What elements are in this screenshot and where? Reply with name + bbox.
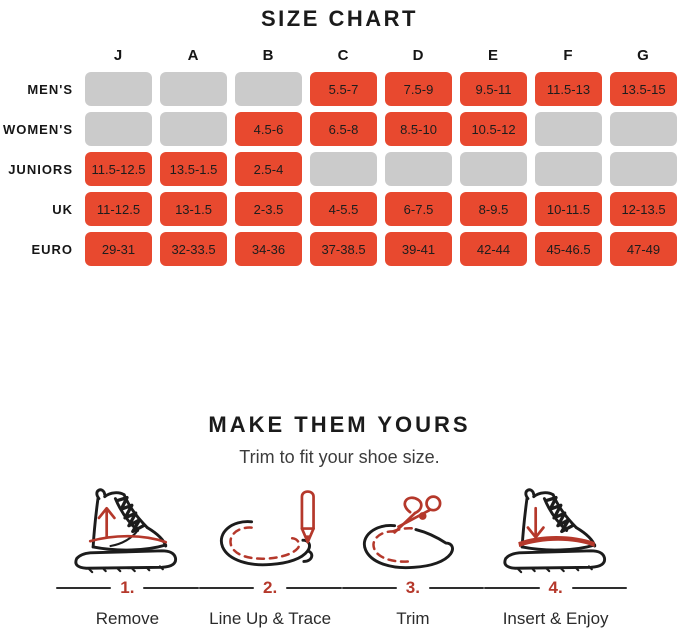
rule-line (484, 587, 540, 589)
rule-line (571, 587, 627, 589)
size-cell: 13.5-15 (610, 72, 677, 106)
instructions-subtitle: Trim to fit your shoe size. (239, 447, 440, 467)
size-chart-table: J A B C D E F G MEN'S 5.5-7 7.5-9 9.5-11 11.5-13 13.5… (0, 42, 679, 266)
rule-line (143, 587, 199, 589)
size-cell: 2.5-4 (235, 152, 302, 186)
size-cell: 10.5-12 (460, 112, 527, 146)
size-cell: 47-49 (610, 232, 677, 266)
size-cell: 4.5-6 (235, 112, 302, 146)
step-number: 2. (263, 578, 278, 597)
insole-scissors-icon (342, 486, 485, 576)
step-remove: 1. Remove (56, 486, 199, 629)
size-cell (85, 112, 152, 146)
size-cell: 11-12.5 (85, 192, 152, 226)
row-label: WOMEN'S (2, 121, 73, 137)
step-number: 3. (405, 578, 420, 597)
size-cell: 4-5.5 (310, 192, 377, 226)
steps-row: 1. Remove (0, 486, 679, 629)
column-header: A (187, 47, 200, 64)
size-cell (310, 152, 377, 186)
size-cell: 6-7.5 (385, 192, 452, 226)
size-cell: 37-38.5 (310, 232, 377, 266)
size-cell: 32-33.5 (160, 232, 227, 266)
step-trim: 3. Trim (341, 486, 485, 629)
size-chart-title: SIZE CHART (261, 6, 418, 31)
size-cell: 42-44 (460, 232, 527, 266)
step-rule: 2. (198, 578, 342, 598)
size-cell (385, 152, 452, 186)
size-cell: 8-9.5 (460, 192, 527, 226)
table-corner (1, 42, 77, 66)
size-cell (85, 72, 152, 106)
step-number: 1. (120, 578, 135, 597)
column-header: F (563, 47, 574, 64)
size-cell (610, 152, 677, 186)
row-label: EURO (31, 241, 73, 257)
size-cell: 11.5-12.5 (85, 152, 152, 186)
rule-line (286, 587, 342, 589)
size-cell (535, 112, 602, 146)
insole-pencil-icon (199, 486, 342, 576)
step-label: Trim (396, 609, 430, 628)
rule-line (341, 587, 397, 589)
size-cell: 7.5-9 (385, 72, 452, 106)
size-cell (460, 152, 527, 186)
size-cell: 39-41 (385, 232, 452, 266)
rule-line (56, 587, 112, 589)
step-rule: 3. (341, 578, 485, 598)
instructions-title: MAKE THEM YOURS (208, 412, 471, 437)
column-header: E (487, 47, 499, 64)
boot-arrow-down-icon (484, 486, 627, 576)
size-cell (235, 72, 302, 106)
step-label: Insert & Enjoy (502, 609, 609, 628)
step-line-up-trace: 2. Line Up & Trace (198, 486, 342, 629)
size-cell: 12-13.5 (610, 192, 677, 226)
step-insert-enjoy: 4. Insert & Enjoy (484, 486, 627, 629)
step-rule: 4. (484, 578, 627, 598)
rule-line (198, 587, 255, 589)
size-cell: 29-31 (85, 232, 152, 266)
size-cell: 34-36 (235, 232, 302, 266)
size-cell: 2-3.5 (235, 192, 302, 226)
size-cell: 10-11.5 (535, 192, 602, 226)
size-cell: 13.5-1.5 (160, 152, 227, 186)
size-cell: 45-46.5 (535, 232, 602, 266)
row-label: UK (52, 201, 73, 217)
size-cell (160, 72, 227, 106)
size-cell: 8.5-10 (385, 112, 452, 146)
column-header: C (337, 47, 350, 64)
size-cell (535, 152, 602, 186)
size-cell: 11.5-13 (535, 72, 602, 106)
step-rule: 1. (56, 578, 199, 598)
column-header: D (412, 47, 425, 64)
step-label: Line Up & Trace (209, 609, 332, 628)
size-cell: 9.5-11 (460, 72, 527, 106)
column-header: G (637, 47, 650, 64)
step-label: Remove (95, 609, 160, 628)
column-header: J (113, 47, 124, 64)
column-header: B (262, 47, 275, 64)
boot-arrow-up-icon (56, 486, 199, 576)
size-cell: 5.5-7 (310, 72, 377, 106)
size-cell: 6.5-8 (310, 112, 377, 146)
row-label: MEN'S (27, 81, 73, 97)
size-cell (610, 112, 677, 146)
instructions-section: MAKE THEM YOURS Trim to fit your shoe si… (0, 412, 679, 629)
step-number: 4. (548, 578, 563, 597)
size-cell: 13-1.5 (160, 192, 227, 226)
rule-line (428, 587, 485, 589)
row-label: JUNIORS (8, 161, 73, 177)
size-cell (160, 112, 227, 146)
